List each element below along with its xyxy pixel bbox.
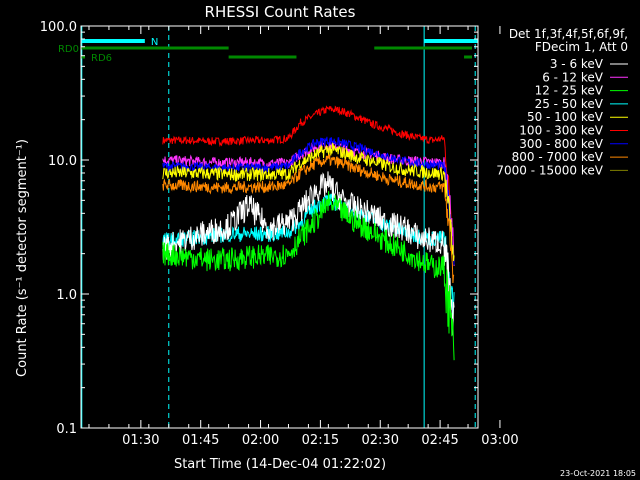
legend-entry-label: 12 - 25 keV: [535, 84, 604, 98]
legend-entry-label: 3 - 6 keV: [550, 57, 604, 71]
x-tick-label: 02:00: [242, 433, 279, 448]
series-line-3-6-kev: [162, 171, 455, 336]
x-tick-label: 01:30: [122, 433, 159, 448]
y-tick-label: 0.1: [56, 422, 77, 437]
y-tick-label: 1.0: [56, 288, 77, 303]
data-series: [162, 105, 455, 361]
legend-entry-label: 800 - 7000 keV: [512, 150, 604, 164]
legend-entry-label: 25 - 50 keV: [535, 97, 604, 111]
legend: Det 1f,3f,4f,5f,6f,9f,FDecim 1, Att 0 3 -…: [496, 27, 628, 177]
series-line-100-300-kev: [162, 105, 455, 262]
legend-entry-label: 7000 - 15000 keV: [496, 163, 603, 177]
series-line-800-7000-kev: [162, 153, 455, 284]
series-line-12-25-kev: [162, 191, 455, 361]
legend-header-line: Det 1f,3f,4f,5f,6f,9f,: [509, 27, 628, 41]
legend-entry-label: 50 - 100 keV: [527, 110, 604, 124]
flag-label-RD0: RD0: [58, 44, 79, 55]
legend-entry-label: 100 - 300 keV: [519, 124, 603, 138]
x-tick-label: 02:45: [421, 433, 458, 448]
x-tick-label: 02:30: [362, 433, 399, 448]
plot-frame: [80, 25, 479, 429]
x-tick-label: 01:45: [182, 433, 219, 448]
y-tick-label: 10.0: [48, 154, 77, 169]
chart-title: RHESSI Count Rates: [205, 3, 356, 21]
x-tick-label: 02:15: [302, 433, 339, 448]
x-axis-label: Start Time (14-Dec-04 01:22:02): [174, 457, 386, 472]
y-tick-label: 100.0: [40, 20, 77, 35]
axes: 01:30 01:45 02:00 02:15 02:30 02:45 03:00 0.1 1.…: [40, 20, 519, 448]
flag-label-RD6: RD6: [91, 53, 112, 64]
y-axis-label: Count Rate (s⁻¹ detector segment⁻¹): [15, 139, 30, 377]
attenuator-bars: N RD0 RD6: [58, 37, 478, 64]
series-line-25-50-kev: [162, 193, 455, 318]
flag-label-N: N: [151, 37, 158, 48]
x-tick-label: 03:00: [481, 433, 518, 448]
legend-entry-label: 300 - 800 keV: [519, 137, 603, 151]
legend-entry-label: 6 - 12 keV: [542, 70, 604, 84]
legend-header-line: FDecim 1, Att 0: [535, 40, 628, 54]
series-line-50-100-kev: [162, 142, 455, 262]
time-markers: [81, 26, 476, 428]
footer-timestamp: 23-Oct-2021 18:05: [560, 469, 636, 478]
